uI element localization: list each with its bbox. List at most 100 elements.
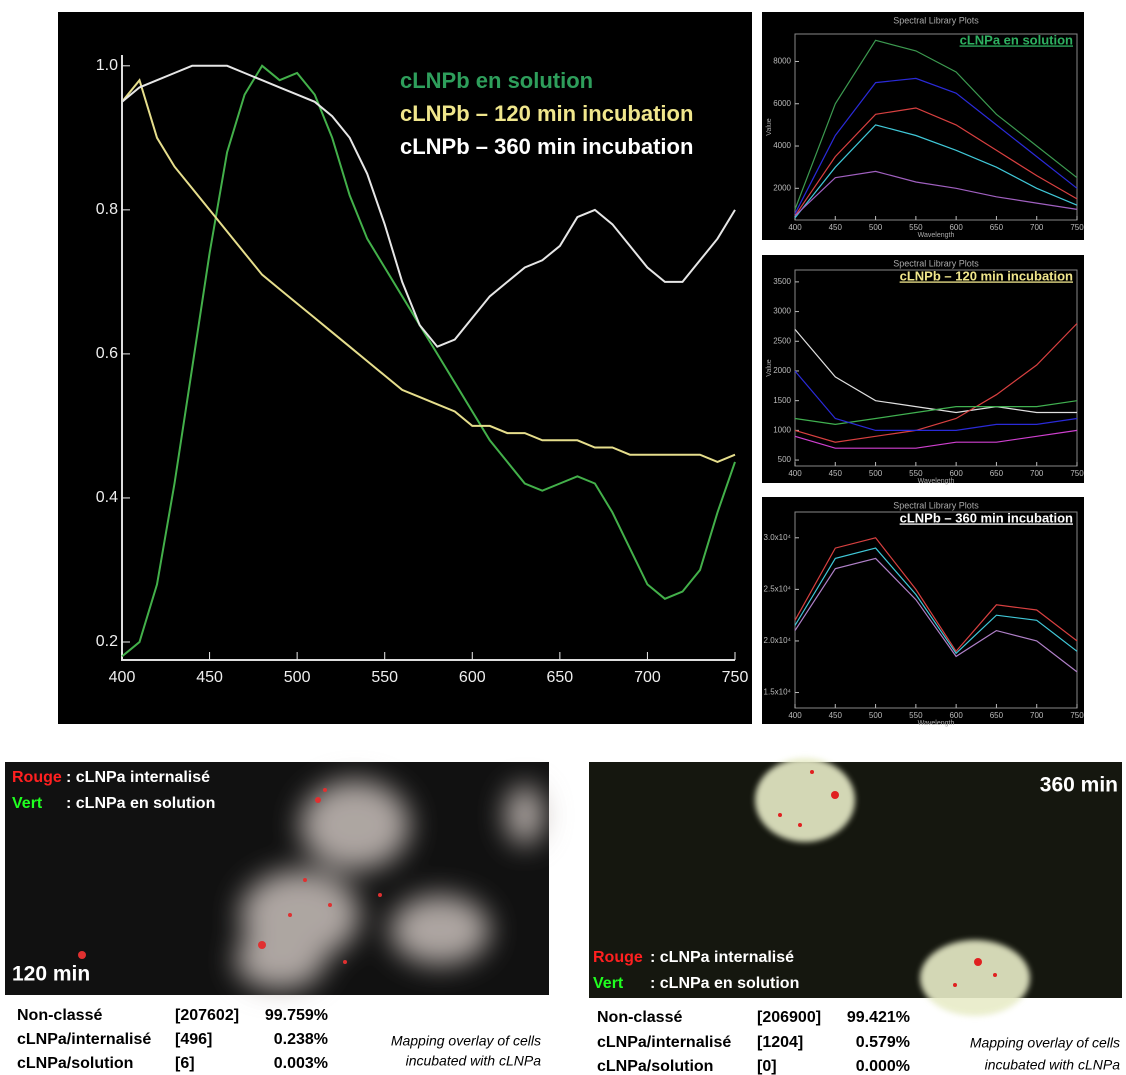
series-line <box>121 64 736 348</box>
chart: 500 1000 1500 2000 2500 3000 3500 400 450 500 550 6… <box>762 255 1084 485</box>
chart: 0.2 0.4 0.6 0.8 1.0 400 450 500 550 600 650 700 750 c… <box>58 12 752 724</box>
y-tick-label: 0.2 <box>96 633 118 650</box>
legend-key: Rouge <box>593 949 643 966</box>
x-axis-label: Wavelength <box>918 232 955 239</box>
x-tick-label: 400 <box>109 669 136 686</box>
y-axis-label: Value <box>766 359 773 376</box>
series-line <box>794 547 1078 655</box>
series-line <box>121 78 736 463</box>
y-tick-label: 3500 <box>773 277 791 286</box>
caption: incubated with cLNPa <box>406 1053 542 1069</box>
legend-text: : cLNPa en solution <box>66 795 215 812</box>
x-tick-label: 750 <box>1070 469 1084 478</box>
legend-key: Vert <box>12 795 43 812</box>
microscopy-image <box>5 762 549 995</box>
series-line <box>794 77 1078 214</box>
chart-title: Spectral Library Plots <box>893 500 979 510</box>
table-cell: 0.000% <box>856 1058 910 1075</box>
annotation: cLNPb – 360 min incubation <box>900 510 1073 525</box>
table-cell: cLNPa/solution <box>597 1058 713 1075</box>
series-line <box>794 170 1078 217</box>
x-tick-label: 600 <box>949 711 963 720</box>
legend-entry: cLNPb – 120 min incubation <box>400 101 693 126</box>
x-tick-label: 650 <box>547 669 574 686</box>
x-tick-label: 550 <box>909 223 923 232</box>
table-cell: cLNPa/solution <box>17 1055 133 1072</box>
x-tick-label: 550 <box>909 711 923 720</box>
table-cell: cLNPa/internalisé <box>17 1031 151 1048</box>
y-tick-label: 0.8 <box>96 201 118 218</box>
table-cell: [206900] <box>757 1009 821 1026</box>
legend-key: Rouge <box>12 769 62 786</box>
legend-entry: cLNPb en solution <box>400 68 593 93</box>
x-tick-label: 650 <box>990 711 1004 720</box>
x-tick-label: 500 <box>869 469 883 478</box>
x-tick-label: 550 <box>909 469 923 478</box>
y-tick-label: 1000 <box>773 425 791 434</box>
annotation: cLNPa en solution <box>960 32 1073 47</box>
x-tick-label: 600 <box>949 469 963 478</box>
table-cell: [207602] <box>175 1007 239 1024</box>
table-cell: 99.421% <box>847 1009 910 1026</box>
x-tick-label: 450 <box>829 711 843 720</box>
y-tick-label: 3.0x10⁴ <box>764 533 792 542</box>
y-tick-label: 3000 <box>773 307 791 316</box>
series-line <box>121 64 736 658</box>
x-tick-label: 550 <box>371 669 398 686</box>
y-axis-label: Value <box>766 118 773 135</box>
x-axis-label: Wavelength <box>918 478 955 485</box>
y-tick-label: 8000 <box>773 57 791 66</box>
table-cell: [0] <box>757 1058 777 1075</box>
legend-key: Vert <box>593 975 624 992</box>
x-tick-label: 700 <box>1030 711 1044 720</box>
x-tick-label: 600 <box>949 223 963 232</box>
series-line <box>794 107 1078 217</box>
x-tick-label: 400 <box>788 223 802 232</box>
x-tick-label: 500 <box>869 711 883 720</box>
x-tick-label: 700 <box>634 669 661 686</box>
time-label: 360 min <box>1040 774 1118 797</box>
x-tick-label: 700 <box>1030 469 1044 478</box>
microscopy-image <box>589 758 1122 1016</box>
series-line <box>794 124 1078 219</box>
x-tick-label: 600 <box>459 669 486 686</box>
caption: Mapping overlay of cells <box>970 1035 1120 1051</box>
y-tick-label: 2.5x10⁴ <box>764 584 792 593</box>
y-tick-label: 0.4 <box>96 489 118 506</box>
y-tick-label: 1500 <box>773 396 791 405</box>
table-cell: 0.579% <box>856 1034 910 1051</box>
x-tick-label: 500 <box>284 669 311 686</box>
table-cell: 0.003% <box>274 1055 328 1072</box>
series-line <box>794 429 1078 449</box>
y-tick-label: 2500 <box>773 336 791 345</box>
chart-background <box>762 255 1084 483</box>
x-tick-label: 450 <box>829 469 843 478</box>
table-cell: Non-classé <box>17 1007 102 1024</box>
series-line <box>794 400 1078 426</box>
x-tick-label: 400 <box>788 711 802 720</box>
y-tick-label: 6000 <box>773 99 791 108</box>
x-tick-label: 650 <box>990 223 1004 232</box>
caption: incubated with cLNPa <box>985 1057 1121 1073</box>
table-cell: Non-classé <box>597 1009 682 1026</box>
x-tick-label: 700 <box>1030 223 1044 232</box>
y-tick-label: 500 <box>778 455 792 464</box>
x-tick-label: 650 <box>990 469 1004 478</box>
y-tick-label: 0.6 <box>96 345 118 362</box>
table-cell: cLNPa/internalisé <box>597 1034 731 1051</box>
table-cell: [6] <box>175 1055 195 1072</box>
y-tick-label: 1.0 <box>96 57 118 74</box>
legend-text: : cLNPa en solution <box>650 975 799 992</box>
legend-text: : cLNPa internalisé <box>650 949 794 966</box>
table-cell: [496] <box>175 1031 212 1048</box>
chart-title: Spectral Library Plots <box>893 258 979 268</box>
caption: Mapping overlay of cells <box>391 1033 541 1049</box>
table-cell: 0.238% <box>274 1031 328 1048</box>
time-label: 120 min <box>12 963 90 986</box>
chart: 2000 4000 6000 8000 400 450 500 550 600 650 700 750… <box>762 12 1084 240</box>
chart-background <box>58 12 752 724</box>
series-line <box>794 370 1078 431</box>
legend-entry: cLNPb – 360 min incubation <box>400 134 693 159</box>
x-tick-label: 450 <box>829 223 843 232</box>
legend-text: : cLNPa internalisé <box>66 769 210 786</box>
